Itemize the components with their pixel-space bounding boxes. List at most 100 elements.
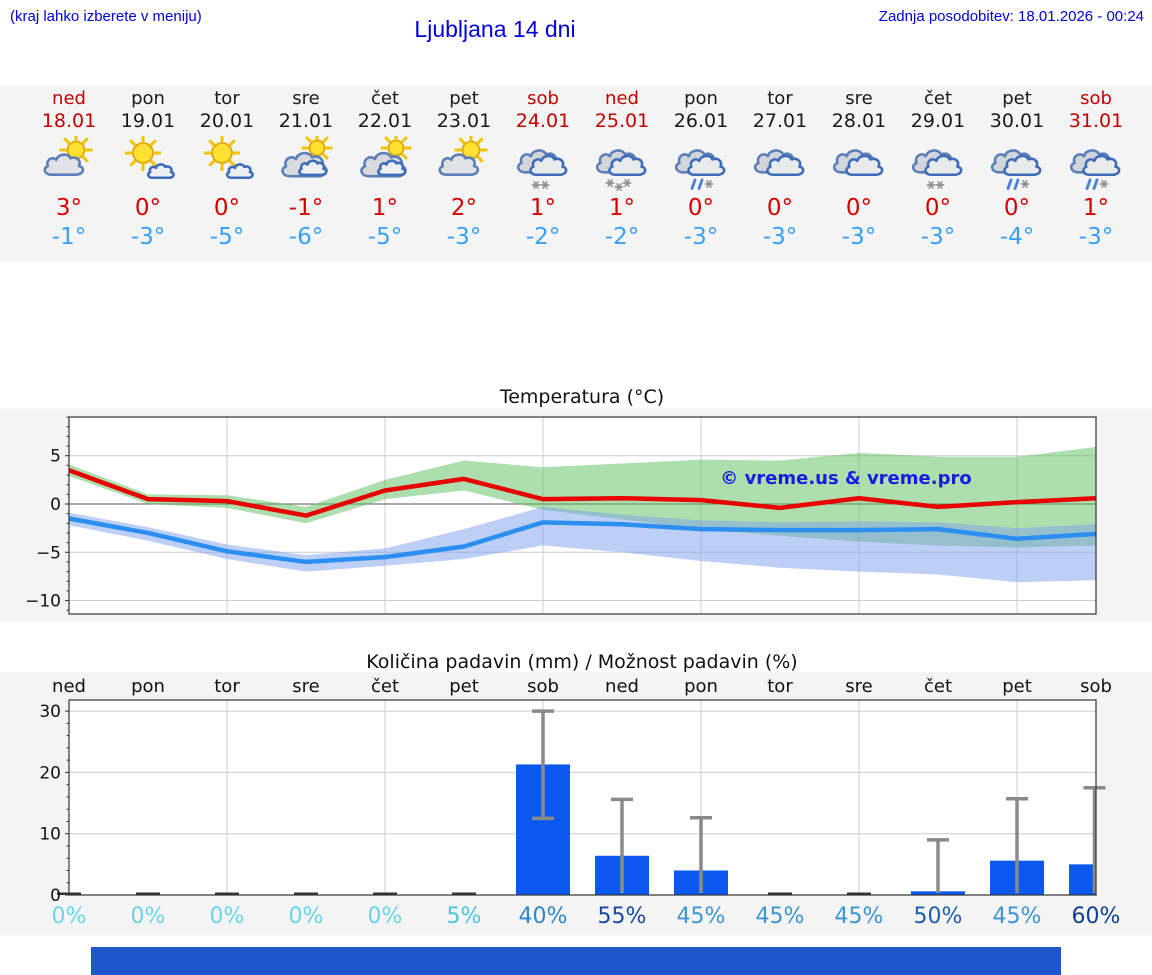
day-date: 20.01 — [199, 110, 255, 132]
footer-banner[interactable] — [91, 947, 1061, 975]
day-column-27.01: tor 27.01 0° -3° — [741, 88, 820, 252]
precip-day-label: ned — [52, 676, 86, 697]
day-date: 28.01 — [831, 110, 887, 132]
day-low-temp: -3° — [683, 224, 719, 250]
day-column-25.01: ned 25.01 1° -2° — [583, 88, 662, 252]
day-name: ned — [52, 88, 86, 109]
day-date: 19.01 — [120, 110, 176, 132]
day-date: 30.01 — [989, 110, 1045, 132]
day-date: 23.01 — [436, 110, 492, 132]
day-name: sob — [527, 88, 559, 109]
day-date: 29.01 — [910, 110, 966, 132]
precip-day-label: sre — [845, 676, 872, 697]
day-high-temp: -1° — [288, 195, 324, 221]
day-date: 21.01 — [278, 110, 334, 132]
day-low-temp: -2° — [525, 224, 561, 250]
precip-day-label: sob — [527, 676, 559, 697]
cloudy-sleet-icon — [990, 149, 1042, 190]
day-high-temp: 0° — [134, 195, 162, 221]
day-high-temp: 2° — [450, 195, 478, 221]
day-high-temp: 1° — [371, 195, 399, 221]
day-high-temp: 0° — [1003, 195, 1031, 221]
day-column-22.01: čet 22.01 1° -5° — [346, 88, 425, 252]
precip-probability-label: 0% — [210, 904, 245, 929]
precip-day-label: pet — [1002, 676, 1032, 697]
precip-day-label: tor — [214, 676, 240, 697]
day-low-temp: -3° — [1078, 224, 1114, 250]
sun-small-cloud-icon — [204, 136, 254, 180]
precip-day-label: tor — [767, 676, 793, 697]
day-date: 27.01 — [752, 110, 808, 132]
day-high-temp: 1° — [529, 195, 557, 221]
day-high-temp: 0° — [213, 195, 241, 221]
precip-ytick-label: 10 — [39, 825, 61, 845]
day-column-28.01: sre 28.01 0° -3° — [820, 88, 899, 252]
precipitation-chart-title: Količina padavin (mm) / Možnost padavin … — [366, 651, 797, 673]
day-low-temp: -3° — [130, 224, 166, 250]
day-column-23.01: pet 23.01 2° -3° — [425, 88, 504, 252]
day-column-29.01: čet 29.01 0° -3° — [899, 88, 978, 252]
cloudy-snow-icon — [595, 149, 647, 191]
day-low-temp: -2° — [604, 224, 640, 250]
watermark: © vreme.us & vreme.pro — [720, 468, 971, 489]
day-name: tor — [214, 88, 240, 109]
precip-probability-label: 60% — [1072, 904, 1121, 929]
precip-probability-label: 5% — [447, 904, 482, 929]
day-column-24.01: sob 24.01 1° -2° — [504, 88, 583, 252]
cloudy-icon — [832, 149, 884, 177]
day-high-temp: 1° — [608, 195, 636, 221]
day-high-temp: 3° — [55, 195, 83, 221]
sun-small-cloud-icon — [125, 136, 175, 180]
day-low-temp: -1° — [51, 224, 87, 250]
day-low-temp: -5° — [209, 224, 245, 250]
precip-ytick-label: 20 — [39, 763, 61, 783]
temperature-chart-title: Temperatura (°C) — [499, 386, 664, 408]
precip-day-label: ned — [605, 676, 639, 697]
day-date: 24.01 — [515, 110, 571, 132]
precip-probability-label: 0% — [368, 904, 403, 929]
precip-probability-label: 45% — [835, 904, 884, 929]
precip-day-label: pon — [684, 676, 718, 697]
precip-probability-label: 45% — [677, 904, 726, 929]
day-name: ned — [605, 88, 639, 109]
day-name: sob — [1080, 88, 1112, 109]
day-column-26.01: pon 26.01 0° -3° — [662, 88, 741, 252]
day-date: 26.01 — [673, 110, 729, 132]
last-update-label: Zadnja posodobitev: 18.01.2026 - 00:24 — [878, 8, 1144, 25]
day-name: pet — [449, 88, 479, 109]
day-high-temp: 0° — [766, 195, 794, 221]
day-column-30.01: pet 30.01 0° -4° — [978, 88, 1057, 252]
precip-probability-label: 40% — [519, 904, 568, 929]
day-name: pet — [1002, 88, 1032, 109]
precip-probability-label: 0% — [52, 904, 87, 929]
temp-ytick-label: −5 — [36, 543, 61, 563]
precip-probability-label: 0% — [131, 904, 166, 929]
cloudy-sleet-icon — [674, 149, 726, 190]
day-low-temp: -6° — [288, 224, 324, 250]
precip-day-label: sre — [292, 676, 319, 697]
day-name: pon — [131, 88, 165, 109]
day-name: sre — [845, 88, 873, 109]
daily-forecast-strip: ned 18.01 3° -1° pon 19.01 0° -3° tor 20.01 0° -5° s… — [0, 86, 1152, 262]
precip-ytick-label: 0 — [50, 886, 61, 906]
cloudy-snow-light-icon — [516, 149, 568, 189]
cloudy-sleet-icon — [1069, 149, 1121, 190]
sun-cloud-icon — [43, 136, 93, 176]
day-column-21.01: sre 21.01 -1° -6° — [267, 88, 346, 252]
day-date: 18.01 — [41, 110, 97, 132]
temp-ytick-label: 5 — [50, 447, 61, 467]
precip-probability-label: 45% — [993, 904, 1042, 929]
day-name: tor — [767, 88, 793, 109]
temp-ytick-label: 0 — [50, 495, 61, 515]
day-name: pon — [684, 88, 718, 109]
precip-probability-label: 45% — [756, 904, 805, 929]
day-date: 22.01 — [357, 110, 413, 132]
day-low-temp: -3° — [762, 224, 798, 250]
cloudy-snow-light-icon — [911, 149, 963, 189]
temperature-chart: 5 0 −5 −10 Temperatura (°C) © vreme.us & vrem… — [0, 386, 1152, 622]
day-low-temp: -3° — [841, 224, 877, 250]
day-low-temp: -4° — [999, 224, 1035, 250]
day-date: 25.01 — [594, 110, 650, 132]
precip-probability-label: 55% — [598, 904, 647, 929]
day-column-18.01: ned 18.01 3° -1° — [30, 88, 109, 252]
